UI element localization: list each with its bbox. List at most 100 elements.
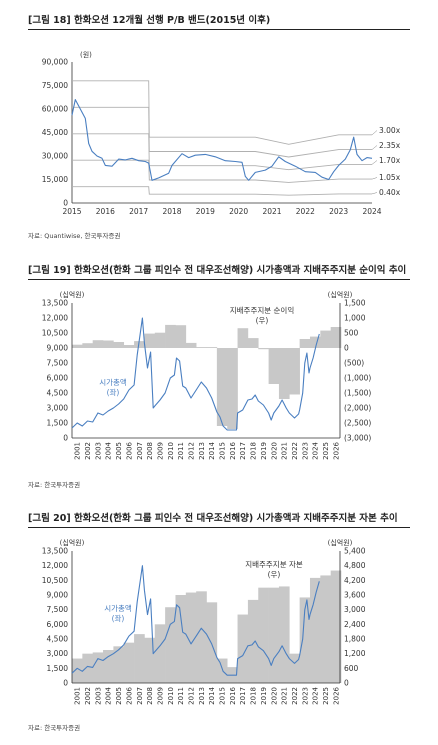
left-y-tick-label: 6,000: [47, 374, 69, 383]
x-tick-label: 2021: [262, 207, 281, 216]
right-y-tick-label: (1,000): [344, 374, 371, 383]
left-y-tick-label: 13,500: [42, 299, 68, 308]
x-tick-label: 2001: [74, 687, 82, 705]
bar: [103, 650, 114, 683]
bar: [134, 634, 145, 683]
left-y-tick-label: 1,500: [47, 664, 69, 673]
bar: [289, 348, 300, 395]
y-tick-label: 0: [63, 199, 68, 208]
right-unit-label: (십억원): [328, 290, 353, 299]
bar-series-axis-label: (우): [268, 570, 281, 579]
right-y-tick-label: 5,400: [344, 547, 366, 556]
x-tick-label: 2002: [84, 442, 92, 460]
x-tick-label: 2013: [198, 442, 206, 460]
bar: [309, 336, 321, 348]
bar: [113, 342, 125, 348]
left-y-tick-label: 9,000: [47, 344, 69, 353]
x-tick-label: 2020: [229, 207, 248, 216]
x-tick-label: 2015: [219, 687, 227, 705]
left-y-tick-label: 3,000: [47, 649, 69, 658]
x-tick-label: 2018: [250, 687, 258, 705]
left-y-tick-label: 4,500: [47, 635, 69, 644]
x-tick-label: 2025: [322, 442, 330, 460]
chart3-title: [그림 20] 한화오션(한화 그룹 피인수 전 대우조선해양) 시가총액과 지…: [28, 510, 410, 528]
right-y-tick-label: 600: [344, 664, 359, 673]
bar: [113, 646, 125, 683]
x-tick-label: 2017: [129, 207, 148, 216]
bar-series-axis-label: (우): [256, 316, 269, 325]
right-y-tick-label: 1,500: [344, 299, 366, 308]
x-tick-label: 2024: [362, 207, 381, 216]
bar: [278, 348, 290, 399]
right-y-tick-label: (2,000): [344, 404, 371, 413]
left-unit-label: (십억원): [60, 290, 85, 299]
line-series-axis-label: (좌): [107, 388, 120, 397]
bar: [247, 599, 259, 683]
right-y-tick-label: (3,000): [344, 434, 371, 443]
left-y-tick-label: 12,000: [42, 314, 68, 323]
bar: [103, 340, 114, 348]
y-tick-label: 60,000: [42, 105, 68, 114]
market-cap-line: [71, 565, 320, 676]
right-y-tick-label: (1,500): [344, 389, 371, 398]
x-tick-label: 2014: [208, 686, 216, 704]
bar: [309, 577, 321, 683]
x-tick-label: 2002: [84, 687, 92, 705]
pb-band-line: [72, 80, 372, 145]
band-label-leader: [371, 192, 378, 195]
right-y-tick-label: 1,800: [344, 635, 366, 644]
right-y-tick-label: 500: [344, 329, 359, 338]
y-tick-label: 15,000: [42, 175, 68, 184]
y-tick-label: 90,000: [42, 58, 68, 67]
left-y-tick-label: 4,500: [47, 389, 69, 398]
bar: [82, 343, 93, 348]
x-tick-label: 2017: [239, 442, 247, 460]
x-tick-label: 2022: [291, 687, 299, 705]
bar: [134, 341, 145, 348]
right-y-tick-label: 1,200: [344, 649, 366, 658]
bar: [196, 591, 207, 683]
right-y-tick-label: (500): [344, 359, 364, 368]
x-tick-label: 2003: [94, 687, 102, 705]
bar: [320, 330, 331, 348]
x-tick-label: 2016: [229, 686, 237, 704]
bar: [330, 570, 342, 683]
x-tick-label: 2016: [229, 441, 237, 459]
bar: [227, 348, 238, 429]
bar: [185, 342, 197, 348]
x-tick-label: 2010: [167, 442, 175, 460]
left-unit-label: (십억원): [60, 538, 85, 547]
x-tick-label: 2005: [115, 442, 123, 460]
x-tick-label: 2022: [296, 207, 315, 216]
price-line: [71, 99, 373, 181]
line-series-axis-label: (좌): [112, 614, 125, 623]
left-y-tick-label: 0: [63, 679, 68, 688]
x-tick-label: 2018: [162, 207, 181, 216]
chart2-title: [그림 19] 한화오션(한화 그룹 피인수 전 대우조선해양) 시가총액과 지…: [28, 262, 410, 280]
band-label: 2.35x: [379, 141, 401, 150]
bar: [278, 586, 290, 683]
bar: [268, 348, 280, 384]
chart3-source: 자료: 한국투자증권: [28, 724, 81, 732]
bar: [299, 339, 311, 348]
market-cap-line: [71, 317, 320, 431]
bar: [185, 592, 197, 683]
bar: [206, 602, 218, 683]
x-tick-label: 2025: [322, 687, 330, 705]
x-tick-label: 2015: [62, 207, 81, 216]
x-tick-label: 2007: [136, 687, 144, 705]
bar: [299, 597, 311, 683]
x-tick-label: 2024: [312, 441, 320, 459]
x-tick-label: 2020: [270, 687, 278, 705]
line-series-label: 시가총액: [104, 603, 132, 613]
bar: [216, 348, 228, 426]
bar: [154, 332, 166, 348]
x-tick-label: 2012: [187, 687, 195, 705]
band-label-leader: [371, 130, 378, 136]
x-tick-label: 2026: [332, 441, 340, 459]
bar: [92, 652, 104, 683]
x-tick-label: 2026: [332, 686, 340, 704]
bar: [216, 658, 228, 683]
